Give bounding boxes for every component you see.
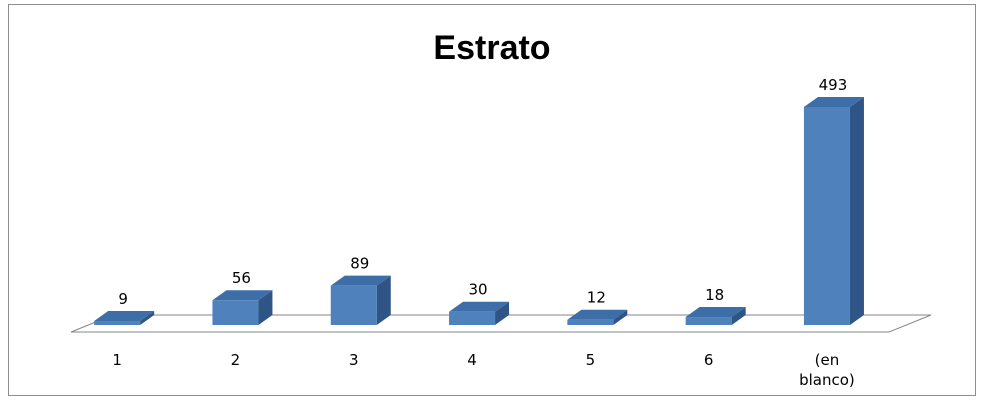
- tick-label-1: 1: [112, 351, 122, 369]
- bar-front: [567, 319, 614, 325]
- tick-label-5: 5: [586, 351, 596, 369]
- data-label-4: 30: [469, 281, 488, 299]
- bar-side: [495, 301, 510, 325]
- bar-side: [258, 290, 273, 325]
- tick-label-6: 6: [704, 351, 714, 369]
- bar-top: [94, 311, 155, 322]
- bar-front: [94, 321, 141, 325]
- bar-top: [567, 309, 628, 320]
- bar-5: [567, 309, 628, 325]
- bar-7: [803, 97, 864, 325]
- bar-1: [94, 311, 155, 325]
- bar-top: [803, 97, 864, 107]
- tick-label-4: 4: [467, 351, 477, 369]
- tick-label-7: (en blanco): [799, 351, 855, 389]
- data-label-7: 493: [819, 76, 848, 94]
- data-label-6: 18: [705, 286, 724, 304]
- data-label-3: 89: [350, 255, 369, 273]
- bar-top: [449, 301, 510, 312]
- bar-side: [140, 311, 155, 325]
- data-label-2: 56: [232, 269, 251, 287]
- chart-title: Estrato: [433, 29, 550, 67]
- bar-top: [330, 275, 391, 286]
- chart-area: Estrato 9 56 89 30 12 18 493 1 2 3 4 5 6 (en blanco): [8, 4, 976, 396]
- bar-side: [731, 307, 746, 325]
- bar-3: [330, 275, 391, 325]
- bar-side: [376, 275, 391, 325]
- tick-label-2: 2: [231, 351, 241, 369]
- bar-front: [685, 317, 732, 325]
- tick-label-3: 3: [349, 351, 359, 369]
- bar-6: [685, 307, 746, 325]
- data-label-5: 12: [587, 289, 606, 307]
- data-label-1: 9: [118, 290, 128, 308]
- bar-front: [803, 107, 850, 325]
- bar-4: [449, 301, 510, 325]
- bar-2: [212, 290, 273, 325]
- bar-front: [449, 311, 496, 325]
- bar-top: [212, 290, 273, 301]
- tick-labels-group: 1 2 3 4 5 6 (en blanco): [112, 351, 854, 389]
- bar-top: [685, 307, 746, 318]
- bar-side: [613, 309, 628, 325]
- bars-group: [94, 97, 864, 325]
- bar-front: [330, 285, 377, 325]
- bar-front: [212, 300, 259, 325]
- data-labels-group: 9 56 89 30 12 18 493: [118, 76, 847, 308]
- bar-side: [849, 97, 864, 325]
